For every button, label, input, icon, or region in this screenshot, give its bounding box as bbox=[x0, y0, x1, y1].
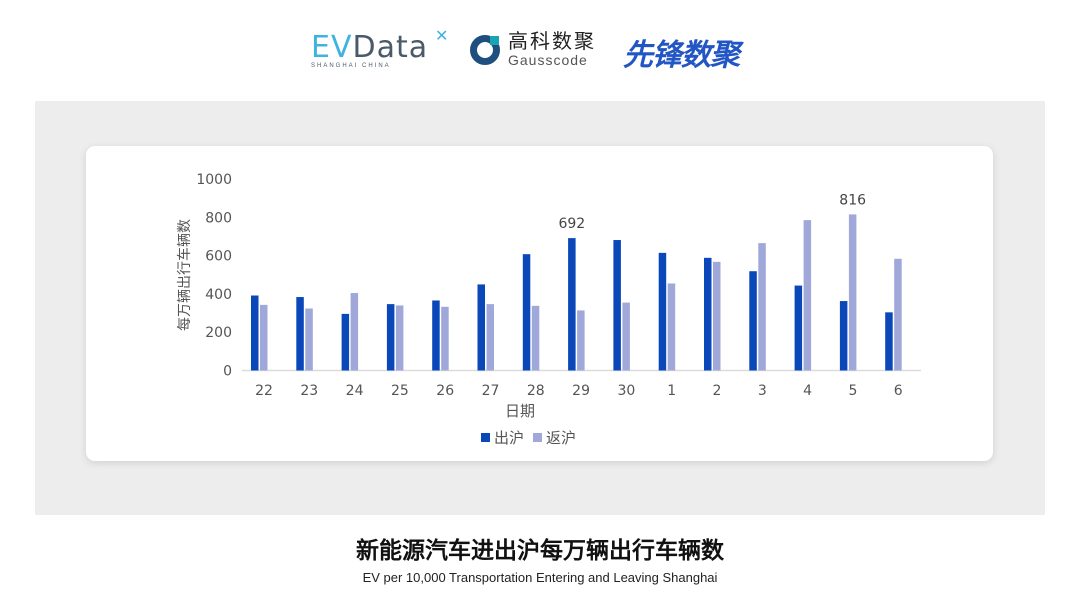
bars bbox=[251, 214, 902, 371]
bar-out-24 bbox=[341, 313, 350, 371]
bar-back-24 bbox=[350, 293, 359, 371]
bar-back-26 bbox=[441, 306, 449, 371]
y-tick-label: 1000 bbox=[196, 172, 232, 188]
data-labels: 692 816 bbox=[558, 192, 866, 232]
legend: 出沪 返沪 bbox=[481, 429, 576, 447]
evdata-logo: EVData ✕ SHANGHAI CHINA bbox=[311, 28, 448, 69]
bar-back-3 bbox=[758, 243, 766, 371]
x-tick-label: 29 bbox=[572, 383, 590, 399]
bar-back-6 bbox=[894, 258, 902, 371]
bar-out-27 bbox=[477, 284, 485, 371]
logo-bar: EVData ✕ SHANGHAI CHINA 高科数聚 Gausscode 先… bbox=[0, 26, 1080, 76]
footer-title: 新能源汽车进出沪每万辆出行车辆数 bbox=[356, 537, 724, 563]
x-tick-label: 3 bbox=[758, 383, 767, 399]
legend-label-back: 返沪 bbox=[546, 429, 576, 447]
y-axis-label: 每万辆出行车辆数 bbox=[176, 219, 193, 331]
x-tick-label: 23 bbox=[300, 383, 318, 399]
evdata-logo-ev: EV bbox=[311, 30, 353, 65]
xianfeng-logo: 先锋数聚 bbox=[623, 39, 740, 72]
bar-back-22 bbox=[260, 304, 268, 371]
x-tick-label: 24 bbox=[346, 383, 364, 399]
bar-back-27 bbox=[486, 304, 494, 371]
bar-back-2 bbox=[713, 261, 721, 371]
bar-out-29 bbox=[568, 238, 576, 371]
bar-out-22 bbox=[251, 295, 259, 371]
evdata-x-icon: ✕ bbox=[435, 28, 449, 45]
bar-out-4 bbox=[794, 285, 803, 371]
bar-back-1 bbox=[667, 283, 676, 371]
bar-back-23 bbox=[305, 308, 313, 371]
bar-back-28 bbox=[531, 305, 540, 371]
bar-out-3 bbox=[749, 271, 757, 371]
y-tick-label: 600 bbox=[205, 249, 232, 265]
gausscode-cn: 高科数聚 bbox=[508, 31, 596, 53]
legend-swatch-out bbox=[481, 433, 490, 442]
evdata-logo-data: Data bbox=[352, 30, 429, 65]
bar-out-26 bbox=[432, 300, 440, 371]
bar-out-6 bbox=[885, 312, 893, 371]
x-axis-label: 日期 bbox=[505, 402, 535, 420]
x-tick-label: 30 bbox=[617, 383, 635, 399]
bar-back-29 bbox=[577, 310, 585, 371]
bar-back-5 bbox=[848, 214, 857, 371]
x-tick-label: 6 bbox=[894, 383, 903, 399]
bar-out-23 bbox=[296, 297, 304, 371]
evdata-logo-sub: SHANGHAI CHINA bbox=[311, 63, 391, 69]
gausscode-logo: 高科数聚 Gausscode bbox=[470, 32, 596, 68]
bar-out-1 bbox=[658, 252, 667, 371]
bar-out-5 bbox=[839, 301, 848, 371]
x-tick-label: 2 bbox=[713, 383, 722, 399]
bar-back-25 bbox=[395, 305, 404, 371]
bar-back-30 bbox=[622, 302, 630, 371]
bar-out-30 bbox=[613, 240, 621, 371]
bar-out-25 bbox=[386, 304, 395, 371]
x-tick-label: 25 bbox=[391, 383, 409, 399]
x-tick-label: 22 bbox=[255, 383, 273, 399]
y-tick-label: 200 bbox=[205, 325, 232, 341]
y-tick-label: 800 bbox=[205, 210, 232, 226]
bar-out-2 bbox=[704, 257, 712, 371]
x-tick-label: 26 bbox=[436, 383, 454, 399]
legend-label-out: 出沪 bbox=[494, 429, 524, 447]
x-tick-label: 28 bbox=[527, 383, 545, 399]
y-axis-ticks: 0 200 400 600 800 1000 bbox=[196, 172, 232, 379]
gausscode-en: Gausscode bbox=[508, 52, 588, 68]
y-tick-label: 400 bbox=[205, 287, 232, 303]
data-label: 692 bbox=[558, 216, 585, 232]
legend-swatch-back bbox=[533, 433, 542, 442]
x-tick-label: 1 bbox=[667, 383, 676, 399]
data-label: 816 bbox=[839, 192, 866, 208]
gausscode-mark-icon bbox=[470, 35, 500, 65]
y-tick-label: 0 bbox=[223, 364, 232, 380]
x-tick-label: 4 bbox=[803, 383, 812, 399]
x-tick-label: 5 bbox=[848, 383, 857, 399]
bar-out-28 bbox=[522, 254, 531, 371]
bar-back-4 bbox=[803, 220, 812, 371]
x-tick-label: 27 bbox=[482, 383, 500, 399]
footer-subtitle: EV per 10,000 Transportation Entering an… bbox=[362, 570, 718, 585]
x-axis-ticks: 22 23 24 25 26 27 28 29 30 1 2 3 4 5 6 bbox=[255, 383, 903, 399]
